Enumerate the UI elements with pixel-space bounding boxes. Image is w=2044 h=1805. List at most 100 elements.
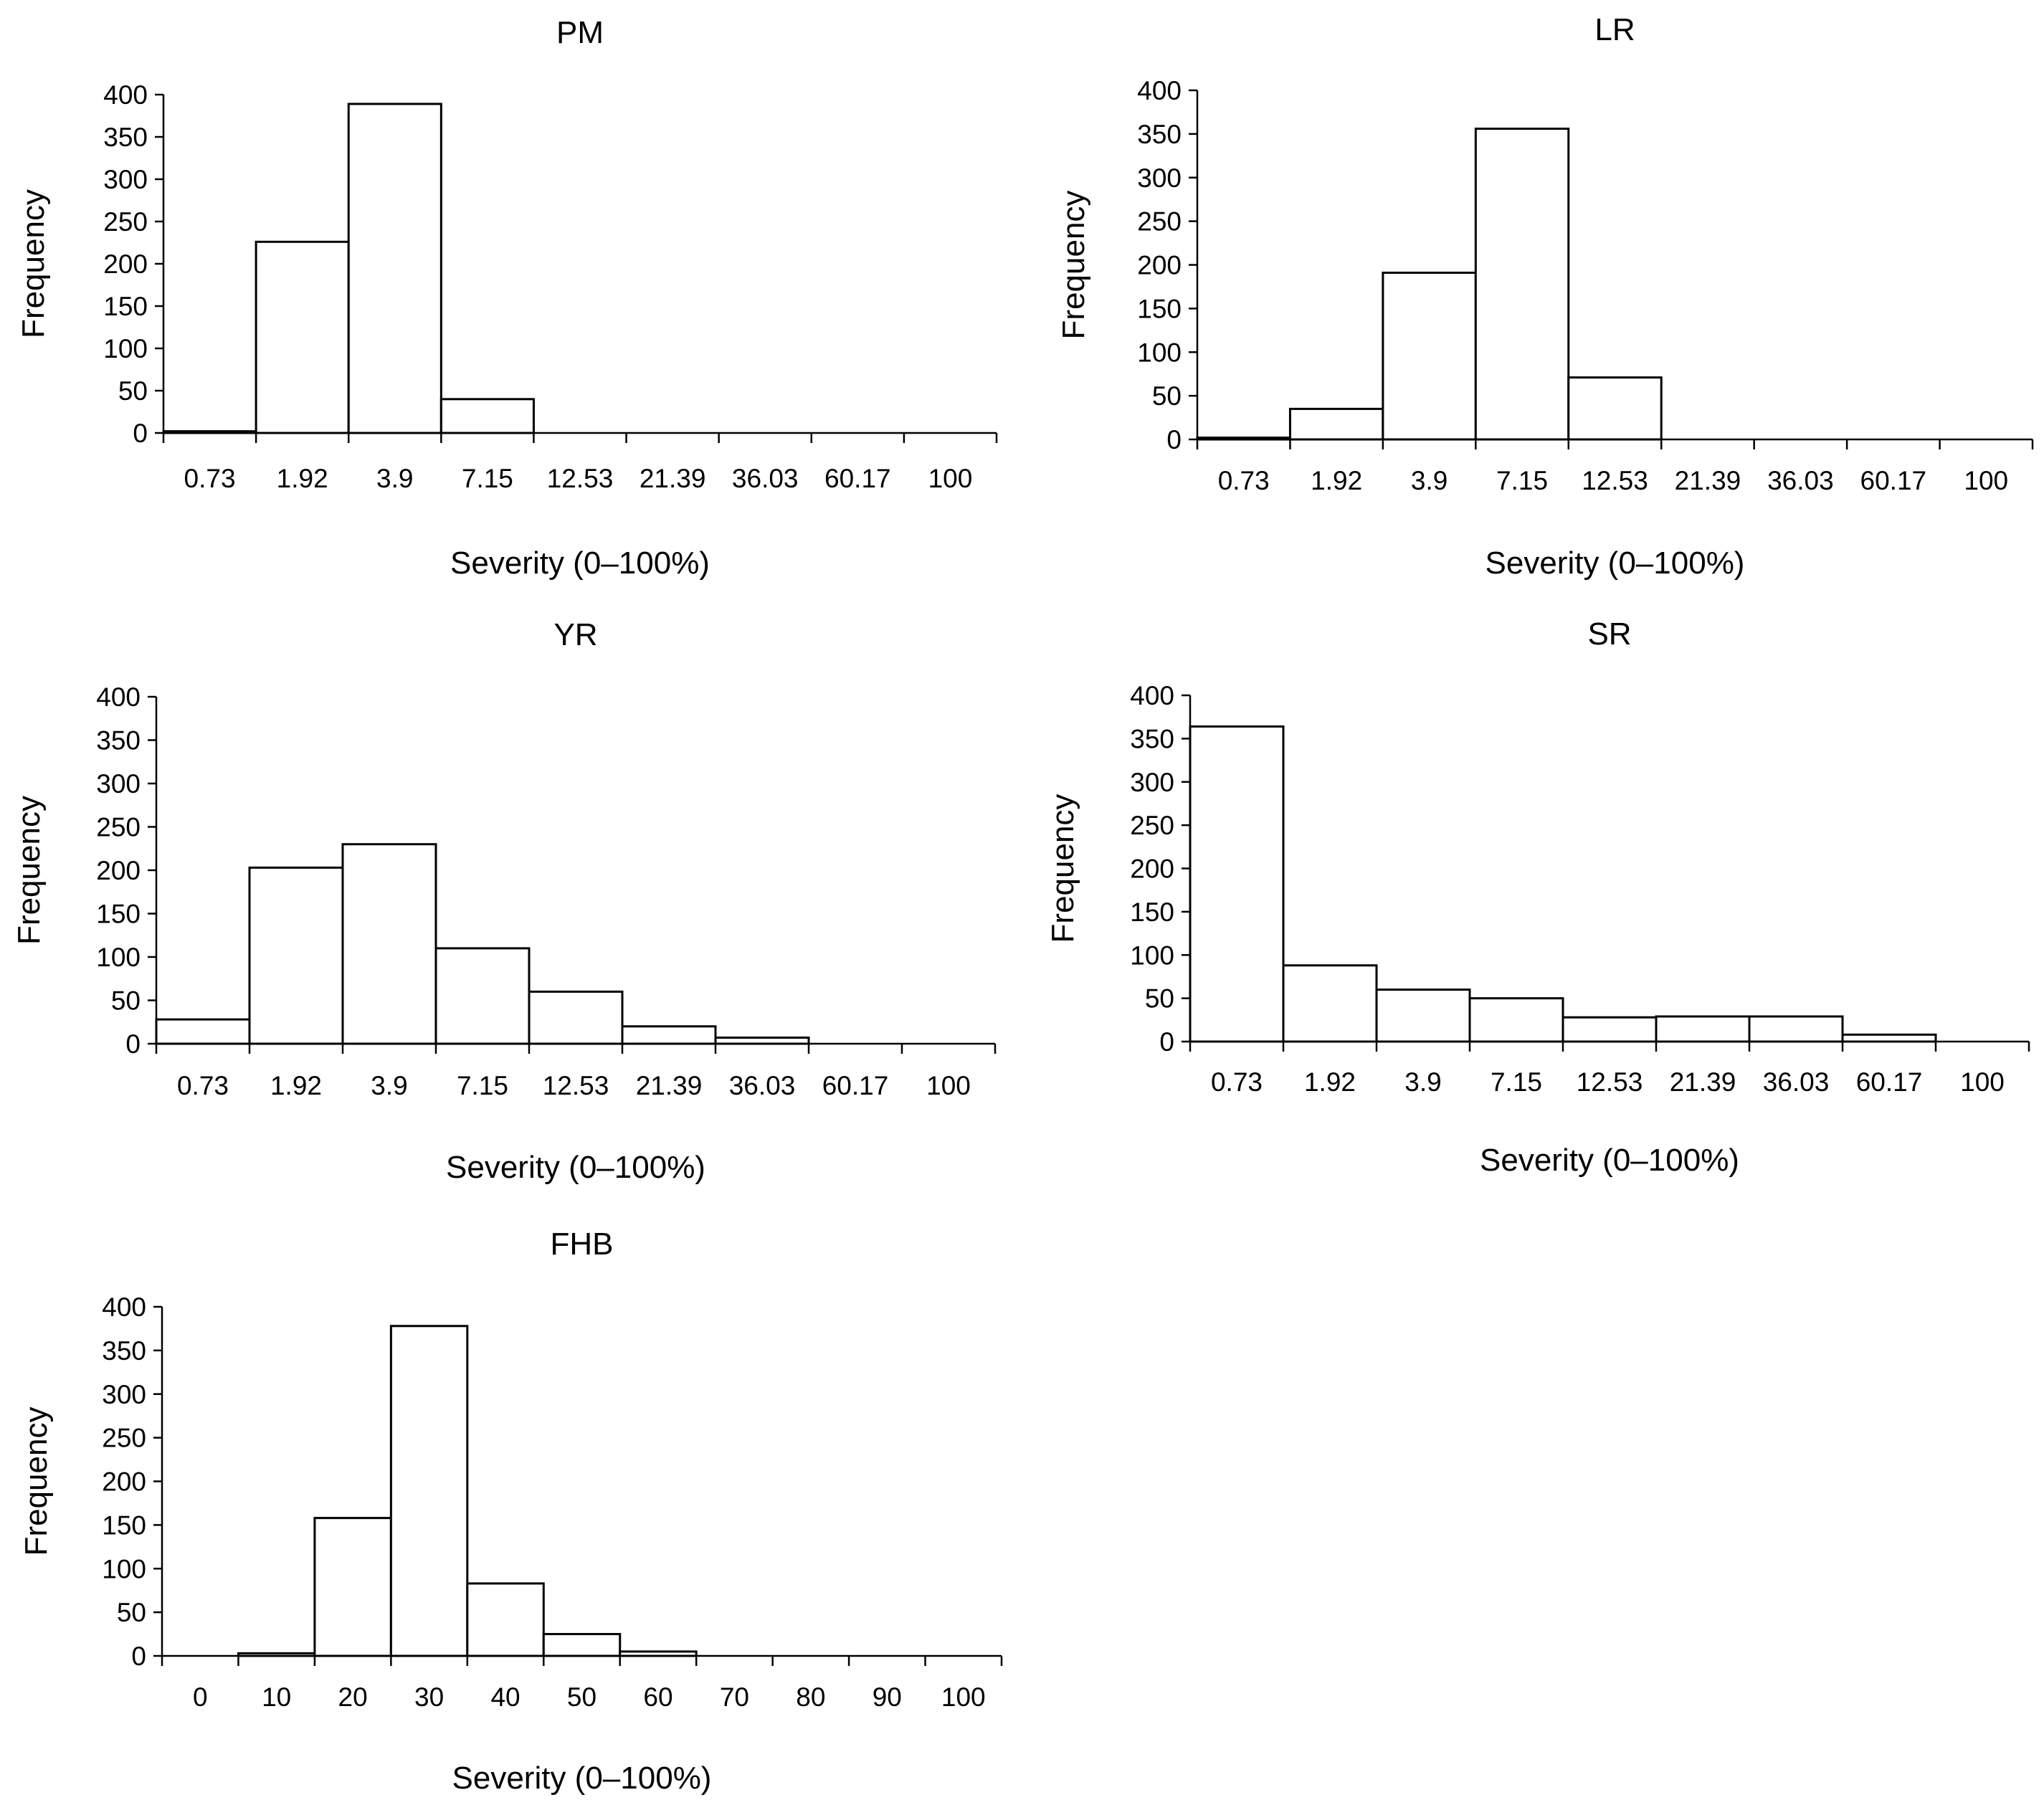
x-tick-label: 100 — [928, 464, 973, 493]
x-tick-label: 36.03 — [729, 1071, 796, 1100]
chart-title: LR — [1594, 12, 1635, 47]
x-tick-label: 3.9 — [371, 1071, 407, 1100]
y-tick-label: 150 — [1137, 294, 1182, 323]
histogram-bar — [1468, 997, 1564, 1043]
chart-title: FHB — [551, 1227, 614, 1262]
y-tick-label: 100 — [102, 1554, 146, 1583]
y-tick-label: 350 — [1130, 724, 1174, 753]
y-tick-label: 200 — [96, 856, 141, 885]
y-tick-label: 250 — [1137, 207, 1182, 237]
x-tick-label: 90 — [873, 1682, 902, 1712]
y-axis-label: Frequency — [1045, 794, 1080, 943]
x-tick-label: 36.03 — [1763, 1067, 1830, 1097]
y-tick-label: 400 — [1130, 681, 1174, 710]
x-tick-label: 7.15 — [462, 464, 513, 493]
histogram-bar — [155, 1018, 251, 1045]
y-tick-label: 400 — [102, 1292, 146, 1322]
y-tick-label: 50 — [111, 986, 141, 1016]
x-tick-label: 100 — [926, 1071, 971, 1100]
x-tick-label: 50 — [567, 1682, 596, 1712]
x-tick-label: 0 — [193, 1682, 208, 1712]
histogram-bar — [528, 990, 624, 1045]
x-tick-label: 60.17 — [1856, 1067, 1923, 1097]
x-tick-label: 100 — [1960, 1067, 2005, 1097]
histogram-bar — [1189, 725, 1285, 1043]
histogram-bar — [1382, 271, 1477, 441]
x-tick-label: 3.9 — [1404, 1067, 1441, 1097]
x-tick-label: 40 — [490, 1682, 520, 1712]
x-tick-label: 80 — [796, 1682, 825, 1712]
x-tick-label: 60 — [643, 1682, 672, 1712]
histogram-bar — [347, 103, 442, 434]
x-axis-label: Severity (0–100%) — [446, 1150, 705, 1185]
chart-title: YR — [553, 617, 597, 652]
y-tick-label: 100 — [96, 943, 141, 972]
histogram-bar — [439, 398, 535, 434]
x-tick-label: 0.73 — [1211, 1067, 1263, 1097]
x-tick-label: 12.53 — [1582, 466, 1648, 495]
x-tick-label: 3.9 — [1411, 466, 1448, 495]
y-tick-label: 200 — [103, 249, 148, 279]
x-tick-label: 60.17 — [824, 464, 891, 493]
x-tick-label: 7.15 — [1496, 466, 1548, 495]
histogram-bar — [1282, 964, 1378, 1043]
y-tick-label: 250 — [1130, 811, 1174, 840]
y-tick-label: 300 — [1137, 163, 1182, 193]
histogram-bar — [466, 1582, 545, 1657]
histogram-bar — [1655, 1015, 1751, 1043]
y-tick-label: 200 — [102, 1467, 146, 1497]
histogram-bar — [248, 866, 344, 1045]
histogram-bar — [1474, 128, 1570, 441]
x-tick-label: 70 — [720, 1682, 749, 1712]
y-tick-label: 250 — [103, 207, 148, 237]
histogram-bar — [542, 1633, 622, 1657]
y-tick-label: 150 — [96, 900, 141, 929]
chart-panel-sr: SR 0 50 100 150 200 250 300 350 400 0.73 1.92 3.9 7.1… — [1045, 616, 2030, 1178]
x-tick-label: 12.53 — [547, 464, 614, 493]
x-tick-label: 1.92 — [1304, 1067, 1356, 1097]
x-tick-label: 0.73 — [177, 1071, 229, 1100]
x-tick-label: 1.92 — [1311, 466, 1362, 495]
y-tick-label: 50 — [1152, 381, 1182, 411]
y-tick-label: 300 — [102, 1380, 146, 1409]
histogram-bar — [714, 1037, 810, 1045]
x-tick-label: 1.92 — [270, 1071, 322, 1100]
histogram-bar — [389, 1325, 469, 1657]
y-tick-label: 300 — [103, 165, 148, 194]
y-tick-label: 100 — [1130, 940, 1174, 970]
y-tick-label: 400 — [103, 80, 148, 110]
chart-title: SR — [1587, 616, 1631, 652]
y-tick-label: 350 — [102, 1336, 146, 1366]
chart-panel-lr: LR 0 50 100 150 200 250 300 350 400 0.73 1.92 3.9 7.1… — [1056, 12, 2034, 581]
y-tick-label: 0 — [1166, 425, 1182, 454]
y-tick-label: 300 — [1130, 768, 1174, 797]
x-tick-label: 3.9 — [376, 464, 413, 493]
x-tick-label: 21.39 — [640, 464, 706, 493]
x-tick-label: 20 — [338, 1682, 368, 1712]
x-tick-label: 12.53 — [1577, 1067, 1643, 1097]
x-axis-label: Severity (0–100%) — [1480, 1143, 1739, 1178]
histogram-bar — [1748, 1015, 1844, 1043]
x-axis-label: Severity (0–100%) — [452, 1761, 712, 1796]
y-axis-label: Frequency — [16, 189, 51, 338]
x-tick-label: 60.17 — [1860, 466, 1927, 495]
x-tick-label: 7.15 — [1491, 1067, 1542, 1097]
x-tick-label: 12.53 — [543, 1071, 609, 1100]
x-tick-label: 36.03 — [1767, 466, 1834, 495]
y-tick-label: 50 — [117, 1598, 146, 1627]
y-tick-label: 400 — [96, 682, 141, 712]
histogram-bar — [255, 240, 350, 434]
y-tick-label: 0 — [131, 1642, 146, 1671]
y-tick-label: 400 — [1137, 76, 1182, 105]
y-axis-label: Frequency — [1056, 191, 1091, 340]
y-tick-label: 350 — [96, 726, 141, 756]
y-axis-label: Frequency — [11, 796, 47, 945]
x-tick-label: 10 — [262, 1682, 291, 1712]
x-tick-label: 100 — [941, 1682, 986, 1712]
y-tick-label: 50 — [118, 376, 148, 406]
histogram-bar — [1288, 407, 1384, 441]
y-tick-label: 350 — [1137, 120, 1182, 149]
x-tick-label: 21.39 — [1670, 1067, 1736, 1097]
